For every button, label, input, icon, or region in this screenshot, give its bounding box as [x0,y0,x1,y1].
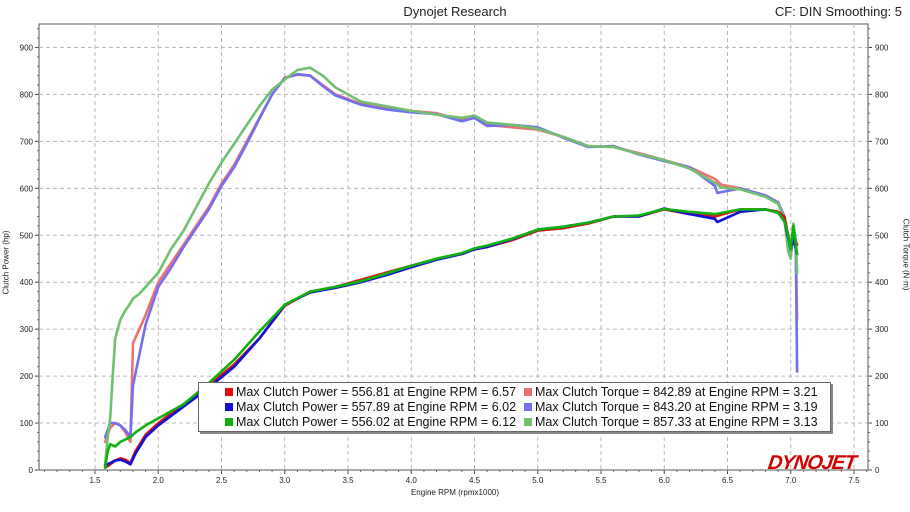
x-tick-label: 6.0 [659,476,671,485]
y-tick-label-right: 300 [875,325,889,334]
y-tick-label-left: 0 [29,466,34,475]
y-tick-label-left: 900 [20,43,34,52]
y-tick-label-right: 700 [875,137,889,146]
y-tick-label-left: 500 [20,231,34,240]
legend-entry-power-green: Max Clutch Power = 556.02 at Engine RPM … [236,415,517,429]
correction-factor-label: CF: DIN Smoothing: 5 [774,4,902,19]
series-layer [103,66,799,469]
x-tick-label: 3.5 [342,476,354,485]
x-axis-label: Engine RPM (rpmx1000) [410,488,500,497]
x-tick-label: 3.0 [279,476,291,485]
legend-swatch-green [225,418,233,426]
legend-entry-power-red: Max Clutch Power = 556.81 at Engine RPM … [236,385,517,399]
legend: Max Clutch Power = 556.81 at Engine RPM … [198,382,831,432]
y-axis-label-left: Clutch Power (hp) [1,230,11,295]
y-tick-label-right: 200 [875,372,889,381]
y-tick-label-left: 700 [20,137,34,146]
legend-swatch-light-green [524,418,532,426]
y-tick-label-right: 100 [875,419,889,428]
legend-row: Max Clutch Power = 556.02 at Engine RPM … [199,415,830,430]
y-tick-label-left: 100 [20,419,34,428]
legend-row: Max Clutch Power = 556.81 at Engine RPM … [199,385,830,400]
axis-layer: 0 0 100 100 200 200 300 300 400 400 500 500 600 600 70… [20,28,889,485]
x-tick-label: 2.5 [216,476,228,485]
x-tick-label: 7.0 [785,476,797,485]
legend-entry-power-blue: Max Clutch Power = 557.89 at Engine RPM … [236,400,517,414]
y-tick-label-right: 600 [875,184,889,193]
legend-row: Max Clutch Power = 557.89 at Engine RPM … [199,400,830,415]
chart-title: Dynojet Research [403,4,507,19]
y-tick-label-right: 400 [875,278,889,287]
x-tick-label: 4.0 [406,476,418,485]
y-tick-label-left: 300 [20,325,34,334]
dynojet-logo: DYNOJET [766,452,858,474]
x-tick-label: 5.5 [595,476,607,485]
legend-swatch-light-red [524,388,532,396]
x-tick-label: 2.0 [153,476,165,485]
legend-entry-torque-light-blue: Max Clutch Torque = 843.20 at Engine RPM… [535,400,818,414]
y-tick-label-right: 800 [875,90,889,99]
x-tick-label: 7.5 [848,476,860,485]
y-tick-label-left: 400 [20,278,34,287]
y-tick-label-left: 200 [20,372,34,381]
legend-swatch-red [225,388,233,396]
legend-entry-torque-light-red: Max Clutch Torque = 842.89 at Engine RPM… [535,385,818,399]
y-tick-label-right: 0 [875,466,880,475]
x-tick-label: 5.0 [532,476,544,485]
legend-swatch-light-blue [524,403,532,411]
y-axis-label-right: Clutch Torque (N·m) [901,218,910,291]
y-tick-label-right: 900 [875,43,889,52]
series-line-torque [103,66,799,467]
x-tick-label: 4.5 [469,476,481,485]
series-line-power [103,207,799,469]
x-tick-label: 1.5 [89,476,101,485]
y-tick-label-right: 500 [875,231,889,240]
y-tick-label-left: 600 [20,184,34,193]
legend-entry-torque-light-green: Max Clutch Torque = 857.33 at Engine RPM… [535,415,818,429]
x-tick-label: 6.5 [722,476,734,485]
legend-swatch-blue [225,403,233,411]
y-tick-label-left: 800 [20,90,34,99]
